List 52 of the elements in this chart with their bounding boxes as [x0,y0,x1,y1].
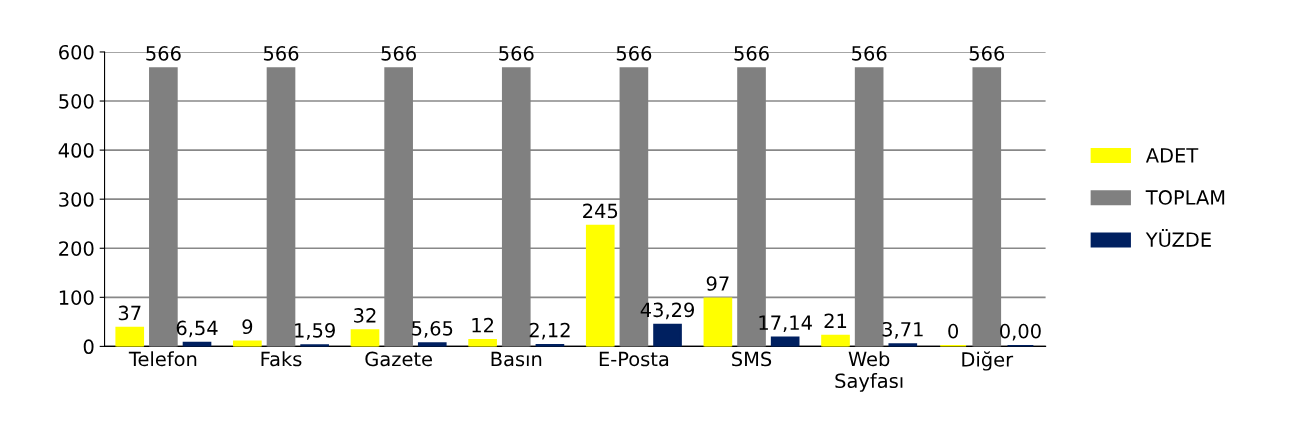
bar [468,339,497,347]
x-tick-label: Diğer [962,351,1014,371]
data-label: 0 [948,323,959,339]
y-tick-label: 0 [83,339,94,355]
y-tick-label: 400 [58,143,94,158]
x-tick-label: Faks [261,351,302,367]
data-label: 245 [583,203,618,219]
data-label: 9 [242,319,253,335]
data-label: 32 [354,308,376,323]
data-label: 21 [824,313,847,328]
data-label: 17,14 [759,315,812,333]
y-tick-label: 500 [59,93,94,109]
data-label: 2,12 [529,322,570,340]
legend-label: TOPLAM [1145,190,1225,205]
data-label: 566 [146,46,181,61]
y-tick-label: 200 [59,241,94,256]
x-tick-label: Basın [491,351,542,367]
y-tick-label: 100 [59,290,94,305]
x-tick-label: Web Sayfası [835,351,903,392]
legend-label: ADET [1145,148,1199,163]
data-label: 6,54 [176,320,218,338]
data-label: 97 [706,276,729,291]
data-label: 43,29 [640,302,694,320]
data-label: 3,71 [882,321,923,339]
data-label: 37 [118,305,141,321]
bar [653,323,682,347]
data-label: 566 [381,46,416,61]
bar [821,334,850,347]
bar [770,336,800,347]
bar [115,326,145,347]
data-label: 0,00 [1000,323,1041,341]
data-label: 1,59 [295,322,335,340]
bar [350,329,380,347]
bar [585,224,615,347]
y-tick-label: 300 [59,192,94,207]
data-label: 566 [616,46,652,61]
data-label: 5,65 [412,320,453,338]
data-label: 566 [263,46,299,61]
data-label: 566 [734,46,769,61]
x-tick-label: SMS [732,351,772,367]
data-label: 12 [472,317,494,333]
x-tick-label: Telefon [128,351,197,367]
x-tick-label: Gazete [365,351,432,367]
x-tick-label: E-Posta [599,351,669,367]
data-label: 566 [852,46,887,61]
data-label: 566 [499,46,534,61]
bar [703,297,733,347]
y-tick-label: 600 [59,44,94,60]
bar [417,342,447,347]
bar [233,340,262,347]
legend-label: YÜZDE [1145,228,1211,247]
data-label: 566 [969,46,1005,61]
